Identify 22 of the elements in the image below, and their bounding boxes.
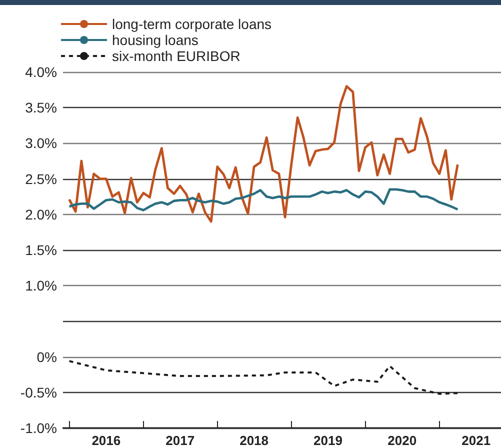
- y-tick-label: 1.5%: [25, 242, 57, 258]
- x-tick-label: 2019: [314, 433, 342, 448]
- x-tick-label: 2020: [388, 433, 417, 448]
- x-tick-label: 2017: [166, 433, 195, 448]
- line-series: [68, 188, 459, 212]
- legend-label: six-month EURIBOR: [112, 48, 240, 64]
- y-tick-label: -0.5%: [20, 384, 57, 400]
- legend-label: long-term corporate loans: [112, 16, 272, 32]
- line-series: [68, 85, 459, 223]
- x-tick-label: 2016: [92, 433, 121, 448]
- y-tick-label: 3.0%: [25, 135, 57, 152]
- y-tick-label: 2.0%: [25, 206, 57, 222]
- x-tick-label: 2021: [462, 433, 491, 448]
- y-tick-label: 3.5%: [25, 100, 57, 116]
- y-tick-label: 4.0%: [25, 64, 57, 80]
- y-tick-label: 0%: [36, 348, 57, 365]
- y-tick-label: 1.0%: [25, 278, 57, 294]
- y-tick-label: -1.0%: [20, 420, 57, 436]
- x-tick-label: 2018: [240, 433, 269, 448]
- legend-label: housing loans: [112, 32, 198, 48]
- line-series: [68, 360, 459, 395]
- y-tick-label: 2.5%: [25, 170, 57, 187]
